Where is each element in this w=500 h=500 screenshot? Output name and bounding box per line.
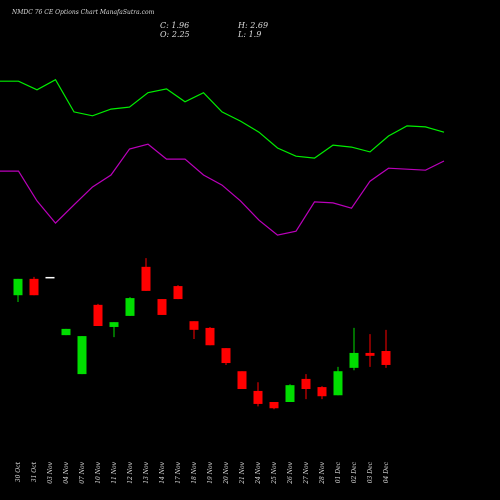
x-tick-label: 25 Nov	[271, 461, 278, 484]
ohlc-key: L:	[237, 30, 246, 39]
x-tick-label: 01 Dec	[335, 461, 342, 483]
ohlc-value: 2.25	[171, 30, 190, 39]
ohlc-label: C: 1.96	[160, 21, 189, 30]
ohlc-key: H:	[237, 21, 248, 30]
candle-body	[237, 371, 247, 390]
x-tick-label: 04 Dec	[383, 461, 390, 483]
candle-body	[365, 352, 375, 356]
ohlc-value: 2.69	[249, 21, 268, 30]
candle-body	[285, 385, 295, 402]
x-tick-label: 02 Dec	[351, 461, 358, 483]
x-tick-label: 14 Nov	[159, 461, 166, 483]
candle-body	[61, 328, 71, 336]
x-tick-label: 21 Nov	[239, 461, 246, 484]
x-tick-label: 07 Nov	[79, 461, 86, 483]
candle-body	[141, 266, 151, 291]
indicator-line	[0, 78, 445, 159]
indicator-line	[0, 143, 445, 236]
ohlc-label: H: 2.69	[237, 21, 268, 30]
candle-body	[221, 348, 231, 364]
candle-body	[29, 278, 39, 296]
candle-body	[109, 322, 119, 327]
x-tick-label: 30 Oct	[15, 461, 22, 482]
ohlc-value: 1.96	[171, 21, 189, 30]
x-tick-label: 04 Nov	[63, 461, 70, 483]
candle-body	[13, 278, 23, 296]
x-tick-label: 20 Nov	[223, 461, 230, 484]
x-tick-label: 13 Nov	[143, 461, 150, 483]
candle-body	[173, 286, 183, 300]
ohlc-value: 1.9	[249, 30, 262, 39]
x-tick-label: 03 Dec	[367, 461, 374, 483]
candle-body	[317, 387, 327, 397]
candle-body	[349, 352, 359, 368]
ohlc-key: O:	[160, 30, 170, 39]
candle-body	[269, 402, 279, 409]
x-tick-label: 03 Nov	[47, 461, 54, 483]
x-tick-label: 17 Nov	[175, 461, 182, 483]
candle-body	[301, 378, 311, 390]
x-tick-label: 11 Nov	[111, 461, 118, 483]
candle-body	[157, 299, 167, 315]
candle-body	[45, 276, 55, 279]
ohlc-label: O: 2.25	[160, 30, 190, 39]
x-tick-label: 24 Nov	[255, 461, 262, 484]
x-tick-label: 27 Nov	[303, 461, 310, 484]
x-tick-label: 31 Oct	[31, 461, 38, 482]
candle-body	[333, 371, 343, 396]
candle-body	[381, 351, 391, 365]
x-tick-label: 18 Nov	[191, 461, 198, 483]
candle-body	[77, 336, 87, 375]
x-tick-label: 10 Nov	[95, 461, 102, 483]
candle-body	[253, 390, 263, 404]
x-tick-label: 19 Nov	[207, 461, 214, 483]
ohlc-label: L: 1.9	[237, 30, 261, 39]
chart-title: NMDC 76 CE Options Chart ManafaSutra.com	[11, 9, 155, 16]
x-tick-label: 28 Nov	[319, 461, 326, 484]
x-tick-label: 26 Nov	[287, 461, 294, 484]
candle-body	[205, 327, 215, 346]
candle-body	[125, 298, 135, 316]
candle-body	[189, 321, 199, 330]
ohlc-key: C:	[160, 21, 169, 30]
x-tick-label: 12 Nov	[127, 461, 134, 483]
candle-body	[93, 304, 103, 326]
